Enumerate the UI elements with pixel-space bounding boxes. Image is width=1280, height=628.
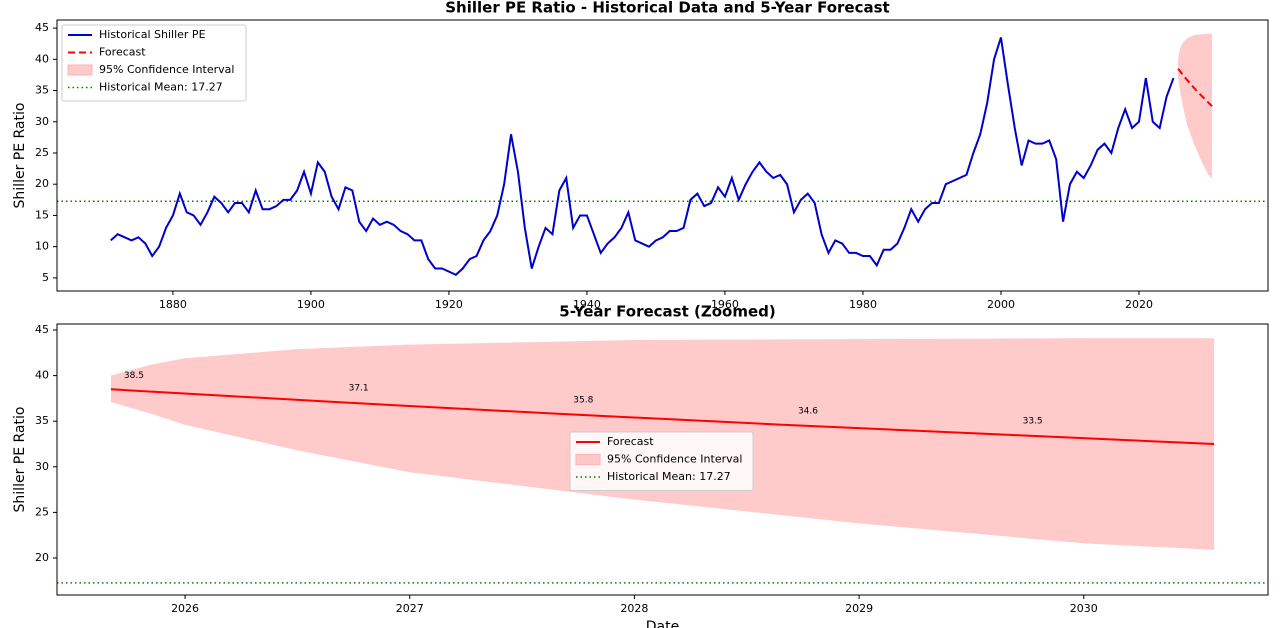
confidence-band	[1178, 33, 1212, 179]
y-tick-label: 30	[35, 460, 49, 473]
x-tick-label: 2029	[845, 602, 873, 615]
x-axis-label: Date	[646, 619, 679, 628]
series-line	[110, 37, 1175, 276]
x-tick-label: 1880	[159, 298, 187, 311]
legend-label: Historical Mean: 17.27	[99, 81, 223, 94]
value-label: 38.5	[124, 371, 144, 381]
y-axis-label: Shiller PE Ratio	[12, 407, 28, 513]
x-tick-label: 2028	[620, 602, 648, 615]
y-tick-label: 35	[35, 84, 49, 97]
series-line	[1177, 68, 1213, 107]
series-line	[110, 388, 1215, 445]
x-tick-label: 1960	[711, 298, 739, 311]
y-tick-label: 40	[35, 52, 49, 65]
x-tick-label: 2030	[1070, 602, 1098, 615]
legend-swatch	[575, 454, 601, 465]
legend: Forecast 95% Confidence Interval Historica…	[569, 431, 754, 491]
axes-frame	[56, 323, 1269, 596]
x-tick-label: 1940	[573, 298, 601, 311]
legend-label: Forecast	[607, 435, 654, 448]
plot-area	[57, 33, 1268, 276]
y-tick-label: 30	[35, 115, 49, 128]
legend-label: 95% Confidence Interval	[607, 453, 742, 466]
x-tick-label: 2027	[396, 602, 424, 615]
legend-label: Historical Shiller PE	[99, 28, 206, 41]
legend-box	[61, 24, 247, 102]
y-tick-label: 10	[35, 240, 49, 253]
y-tick-label: 15	[35, 208, 49, 221]
legend-label: 95% Confidence Interval	[99, 63, 234, 76]
chart-title: Shiller PE Ratio - Historical Data and 5…	[445, 0, 889, 17]
x-tick-label: 1900	[297, 298, 325, 311]
y-tick-label: 45	[35, 21, 49, 34]
legend-label: Forecast	[99, 46, 146, 59]
value-label: 34.6	[798, 406, 818, 416]
legend: Historical Shiller PE Forecast 95% Confide…	[61, 24, 247, 102]
axes-frame	[56, 19, 1269, 292]
x-tick-label: 2026	[171, 602, 199, 615]
y-tick-label: 5	[42, 271, 49, 284]
y-tick-label: 25	[35, 146, 49, 159]
y-tick-label: 45	[35, 323, 49, 336]
value-label: 37.1	[349, 384, 369, 394]
value-label: 33.5	[1023, 416, 1043, 426]
chart-title: 5-Year Forecast (Zoomed)	[559, 303, 775, 321]
y-tick-label: 20	[35, 551, 49, 564]
y-axis-label: Shiller PE Ratio	[12, 103, 28, 209]
x-tick-label: 1980	[849, 298, 877, 311]
x-tick-label: 1920	[435, 298, 463, 311]
y-tick-label: 40	[35, 369, 49, 382]
legend-label: Historical Mean: 17.27	[607, 470, 731, 483]
x-tick-label: 2020	[1125, 298, 1153, 311]
legend-box	[569, 431, 754, 491]
value-label: 35.8	[573, 395, 593, 405]
y-tick-label: 35	[35, 414, 49, 427]
x-tick-label: 2000	[987, 298, 1015, 311]
y-tick-label: 25	[35, 505, 49, 518]
y-tick-label: 20	[35, 177, 49, 190]
legend-swatch	[67, 64, 93, 76]
